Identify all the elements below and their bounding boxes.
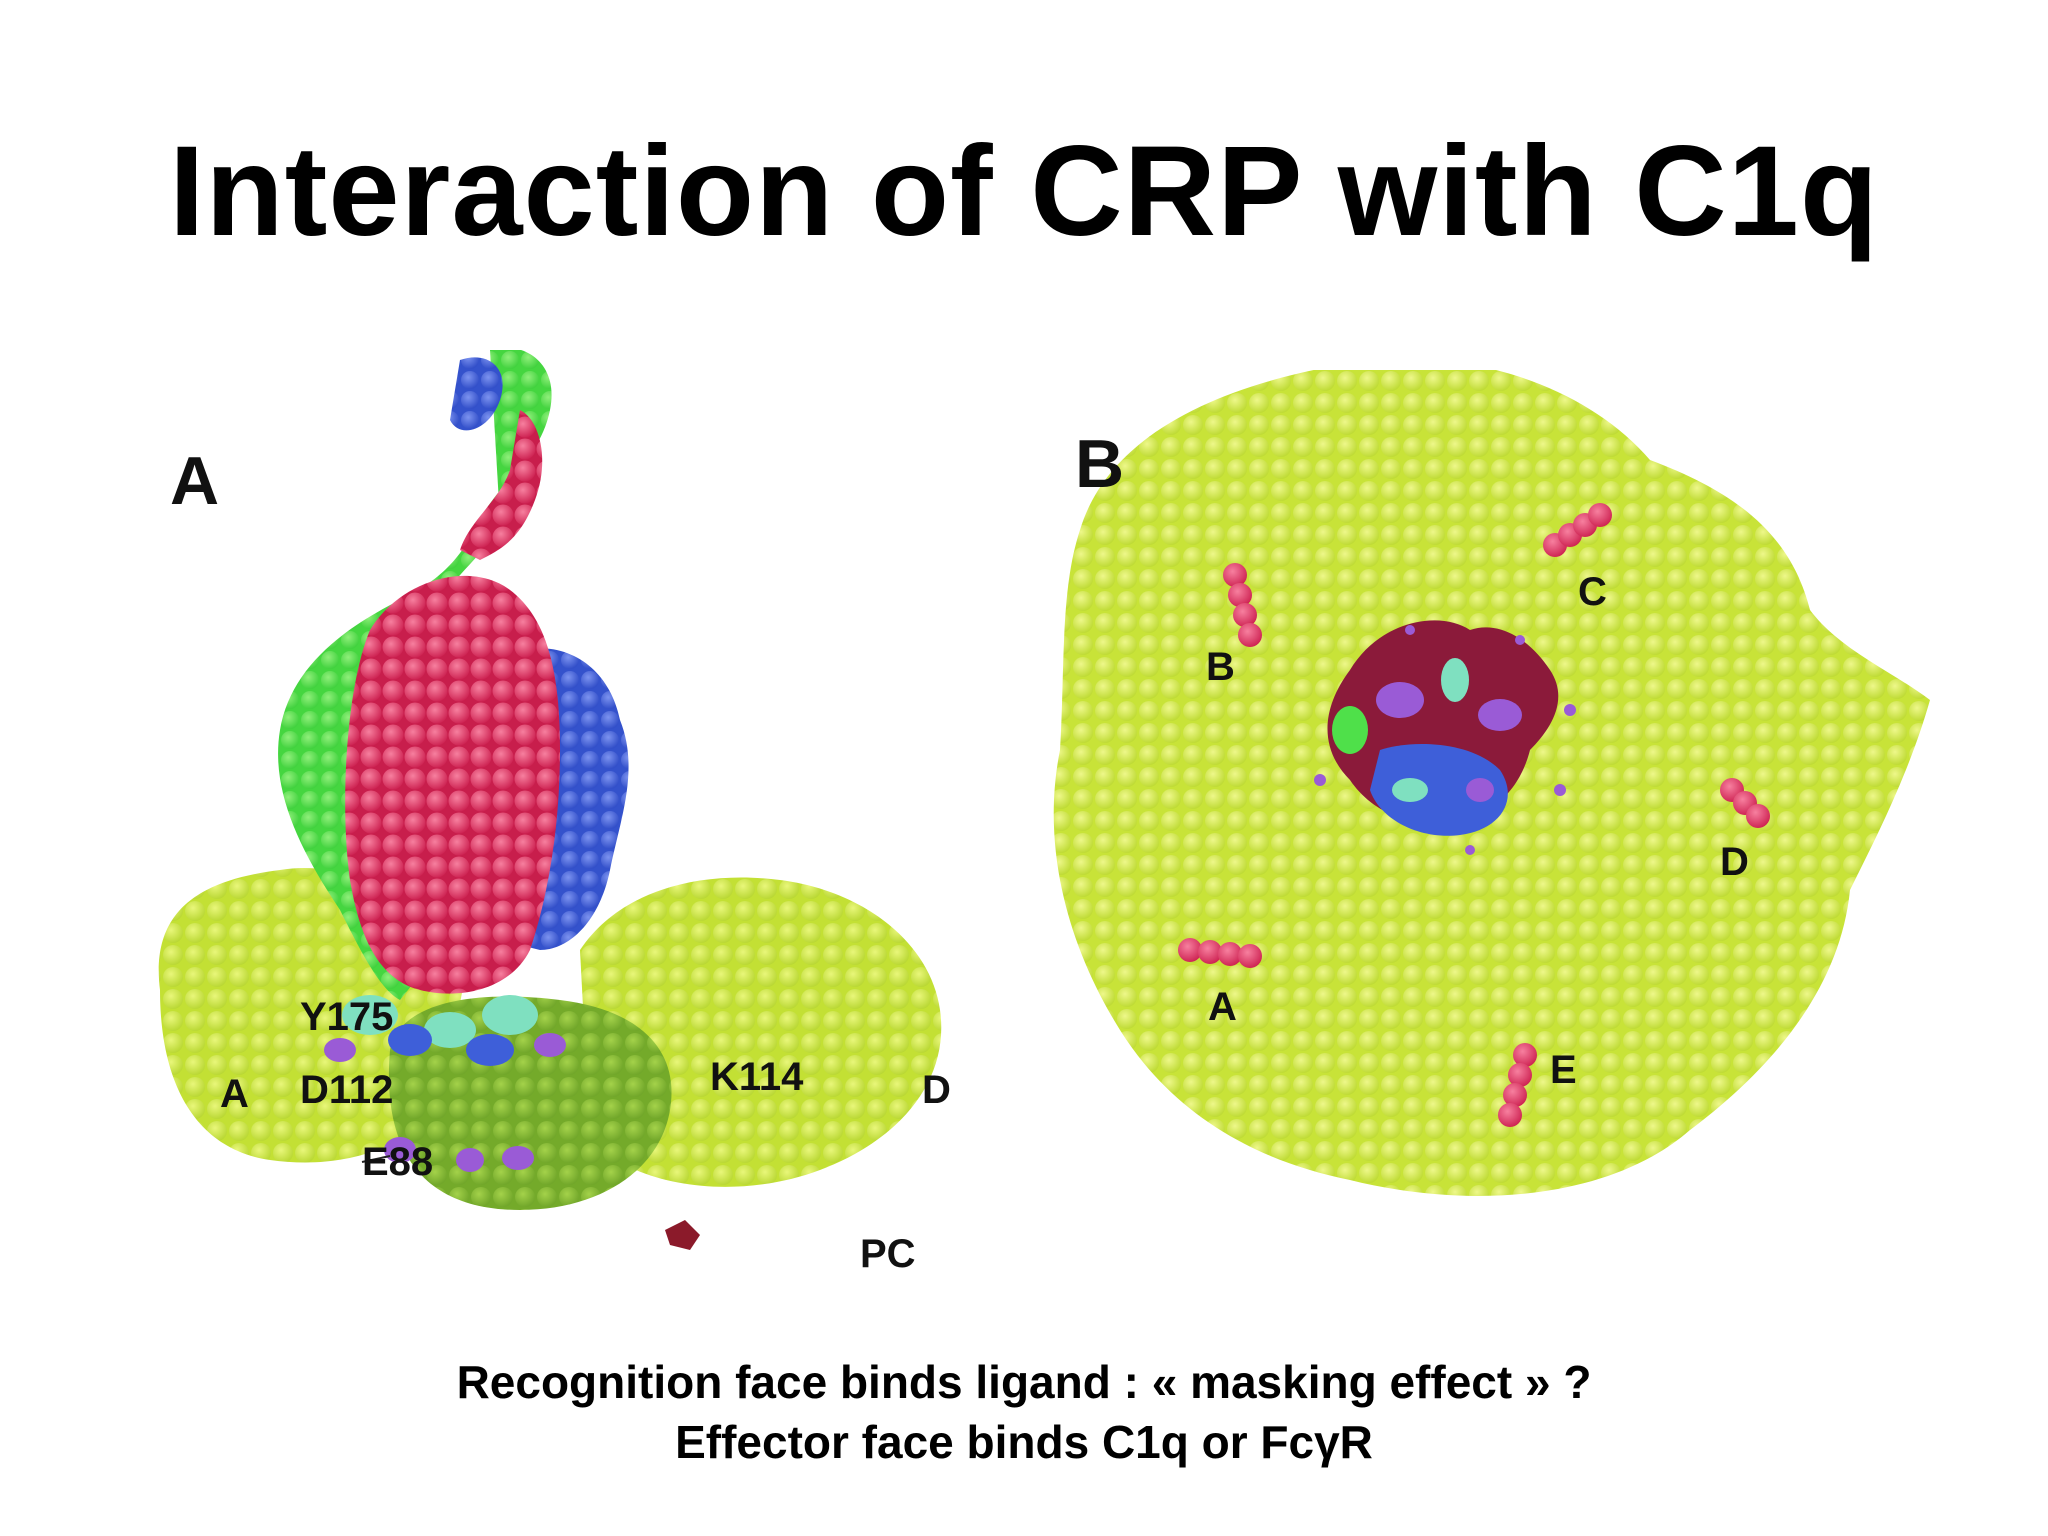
- label-d112: D112: [300, 1068, 394, 1112]
- label-site-a: A: [1208, 985, 1237, 1029]
- panel-b-molecule-image: [1053, 370, 1930, 1196]
- c1q-red-head: [345, 575, 560, 994]
- caption-line-2: Effector face binds C1q or FcγR: [675, 1416, 1373, 1468]
- pc-site-b: [1223, 563, 1262, 647]
- pc-site-c: [1543, 503, 1612, 557]
- panel-b-figure: B B C D A E: [1050, 370, 1950, 1270]
- panel-a-letter: A: [170, 443, 220, 519]
- label-site-c: C: [1578, 570, 1607, 614]
- c1q-blue-chain: [450, 357, 503, 431]
- central-pore: [1314, 620, 1576, 855]
- label-subunit-d: D: [922, 1068, 951, 1112]
- panel-a-molecule-image: [158, 350, 942, 1250]
- pc-ligand: [665, 1220, 700, 1250]
- label-subunit-a: A: [220, 1072, 249, 1116]
- panel-b-letter: B: [1075, 426, 1125, 502]
- pc-site-d: [1720, 778, 1770, 828]
- label-site-e: E: [1550, 1048, 1577, 1092]
- panel-a-figure: A Y175 D112 K114 E88 A D PC: [140, 350, 1040, 1290]
- label-pc: PC: [860, 1232, 916, 1276]
- c1q-red-tail: [460, 410, 543, 560]
- pc-site-e: [1498, 1043, 1537, 1127]
- label-k114: K114: [710, 1055, 804, 1099]
- subunit-d-blob: [580, 877, 942, 1187]
- label-e88: E88: [362, 1140, 434, 1184]
- caption-line-1: Recognition face binds ligand : « maskin…: [456, 1356, 1592, 1408]
- label-site-d: D: [1720, 840, 1749, 884]
- pc-site-a: [1178, 938, 1262, 968]
- label-y175: Y175: [300, 995, 394, 1039]
- slide-title: Interaction of CRP with C1q: [168, 120, 1880, 263]
- label-site-b: B: [1206, 645, 1235, 689]
- interface-residues: [324, 995, 566, 1172]
